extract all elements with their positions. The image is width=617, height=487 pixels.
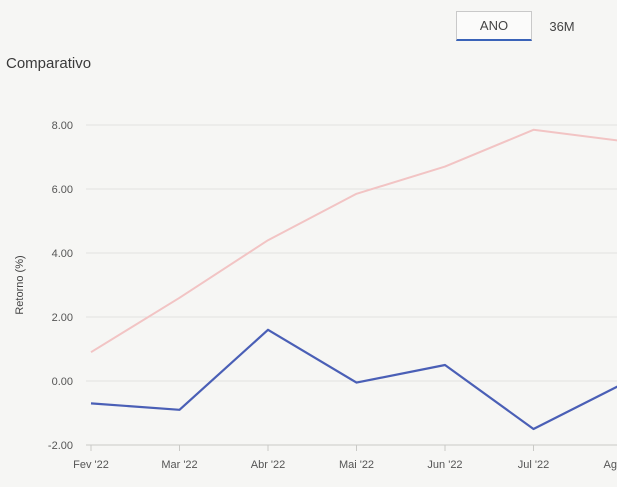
- period-toggle: ANO 36M: [456, 11, 592, 43]
- y-tick-label: 2.00: [52, 312, 73, 324]
- period-ano-button[interactable]: ANO: [456, 11, 532, 41]
- y-tick-label: 6.00: [52, 184, 73, 196]
- y-tick-label: 4.00: [52, 248, 73, 260]
- y-tick-label: 8.00: [52, 120, 73, 132]
- x-tick-label: Abr '22: [251, 459, 286, 471]
- x-tick-label: Jun '22: [427, 459, 462, 471]
- period-36m-button[interactable]: 36M: [549, 18, 575, 34]
- series-line-1: [90, 128, 617, 354]
- series-line-2: [90, 328, 617, 431]
- x-tick-label: Jul '22: [518, 459, 549, 471]
- x-tick-label: Mai '22: [339, 459, 374, 471]
- y-tick-label: 0.00: [52, 376, 73, 388]
- x-tick-label: Ago '22: [604, 459, 617, 471]
- x-tick-label: Fev '22: [73, 459, 109, 471]
- y-tick-label: -2.00: [48, 440, 73, 452]
- x-tick-label: Mar '22: [161, 459, 197, 471]
- chart-title: Comparativo: [6, 55, 92, 72]
- y-axis-label: Retorno (%): [14, 255, 26, 314]
